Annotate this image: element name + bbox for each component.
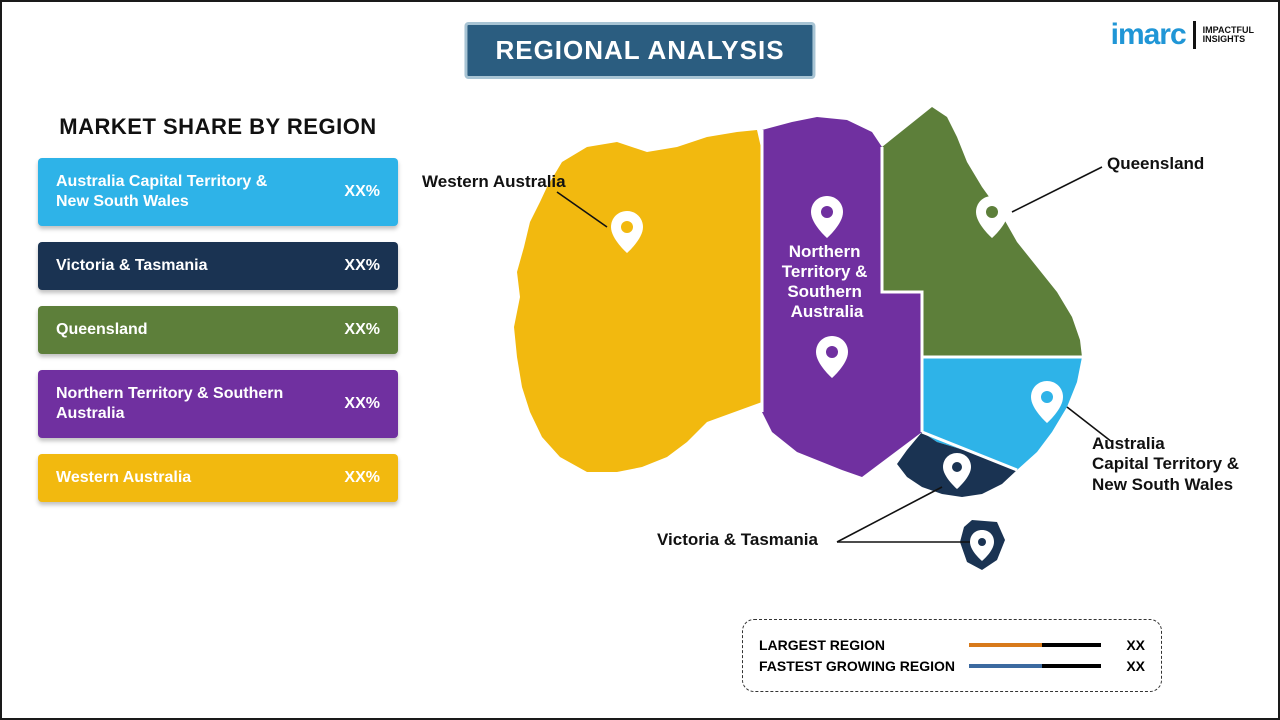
- callout-qld: Queensland: [1107, 154, 1204, 174]
- region-bar-act-nsw: Australia Capital Territory & New South …: [38, 158, 398, 226]
- title-banner: REGIONAL ANALYSIS: [464, 22, 815, 79]
- pin-hole-icon: [826, 346, 838, 358]
- panel-title: MARKET SHARE BY REGION: [38, 114, 398, 140]
- region-label: Northern Territory & Southern Australia: [56, 384, 286, 424]
- legend-box: LARGEST REGION XX FASTEST GROWING REGION…: [742, 619, 1162, 692]
- australia-map: Northern Territory & Southern Australia …: [452, 92, 1252, 672]
- legend-label: FASTEST GROWING REGION: [759, 658, 959, 674]
- legend-row-fastest: FASTEST GROWING REGION XX: [759, 658, 1145, 674]
- legend-row-largest: LARGEST REGION XX: [759, 637, 1145, 653]
- legend-bar: [969, 643, 1101, 647]
- region-value: XX%: [344, 257, 380, 275]
- region-label: Australia Capital Territory & New South …: [56, 172, 286, 212]
- callout-nsw: Australia Capital Territory & New South …: [1092, 434, 1262, 495]
- region-label: Queensland: [56, 320, 148, 340]
- legend-value: XX: [1111, 637, 1145, 653]
- brand-logo: imarc IMPACTFUL INSIGHTS: [1111, 18, 1254, 52]
- region-bar-vic-tas: Victoria & Tasmania XX%: [38, 242, 398, 290]
- pin-hole-icon: [978, 538, 986, 546]
- pin-hole-icon: [821, 206, 833, 218]
- pin-hole-icon: [621, 221, 633, 233]
- pin-hole-icon: [1041, 391, 1053, 403]
- region-value: XX%: [344, 469, 380, 487]
- region-bar-nt-sa: Northern Territory & Southern Australia …: [38, 370, 398, 438]
- pin-hole-icon: [986, 206, 998, 218]
- region-label: Victoria & Tasmania: [56, 256, 207, 276]
- legend-value: XX: [1111, 658, 1145, 674]
- legend-accent: [969, 643, 1042, 647]
- region-value: XX%: [344, 395, 380, 413]
- legend-accent: [969, 664, 1042, 668]
- logo-tagline: IMPACTFUL INSIGHTS: [1203, 26, 1254, 45]
- logo-divider: [1193, 21, 1196, 49]
- callout-wa: Western Australia: [422, 172, 566, 192]
- region-bar-wa: Western Australia XX%: [38, 454, 398, 502]
- infographic-frame: REGIONAL ANALYSIS imarc IMPACTFUL INSIGH…: [0, 0, 1280, 720]
- legend-label: LARGEST REGION: [759, 637, 959, 653]
- region-value: XX%: [344, 183, 380, 201]
- logo-text: imarc: [1111, 18, 1186, 52]
- market-share-panel: MARKET SHARE BY REGION Australia Capital…: [38, 114, 398, 518]
- callout-vic: Victoria & Tasmania: [657, 530, 818, 550]
- region-label: Western Australia: [56, 468, 191, 488]
- region-value: XX%: [344, 321, 380, 339]
- map-label-nt-sa: Northern Territory & Southern Australia: [782, 242, 872, 321]
- pin-hole-icon: [952, 462, 962, 472]
- legend-bar: [969, 664, 1101, 668]
- region-bar-qld: Queensland XX%: [38, 306, 398, 354]
